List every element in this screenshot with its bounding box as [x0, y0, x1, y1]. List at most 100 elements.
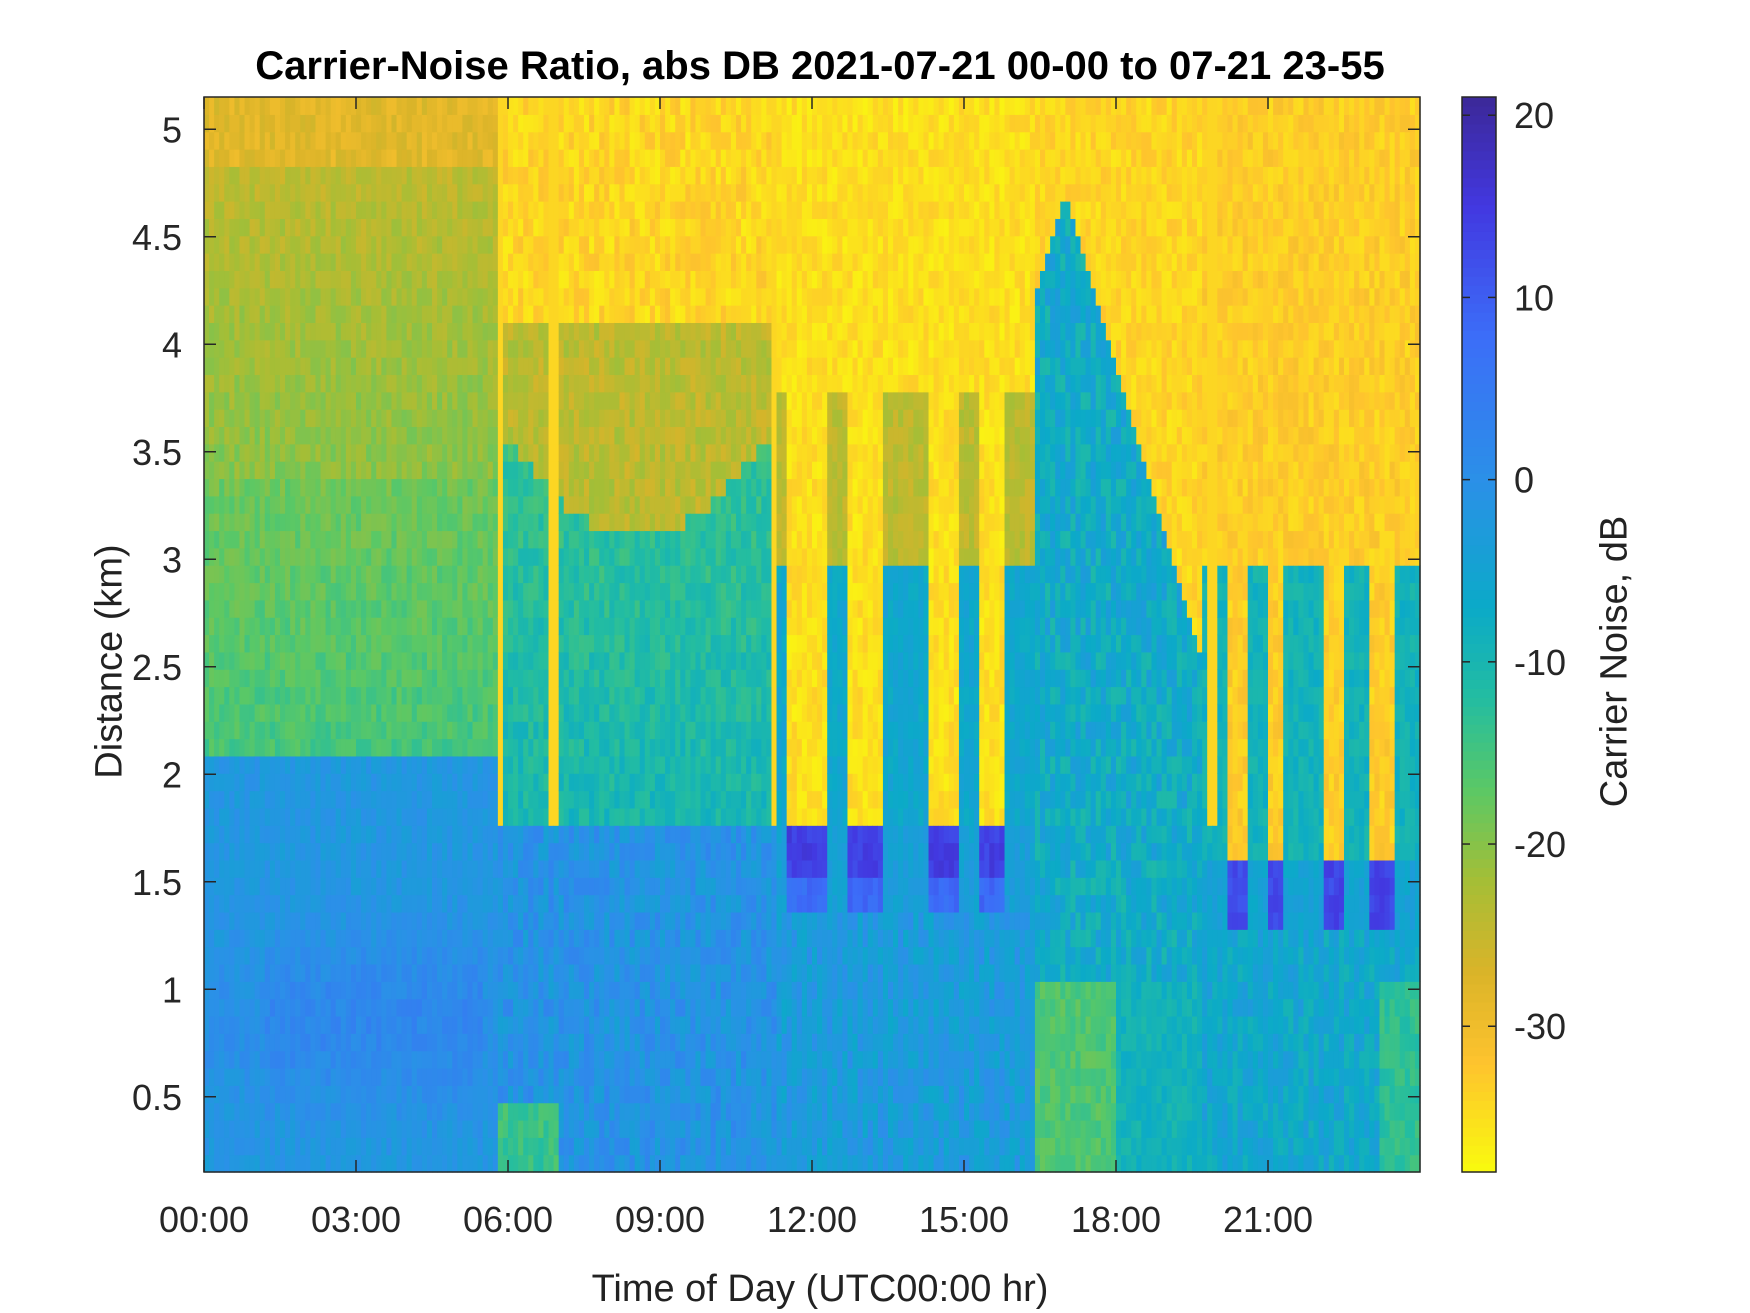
- heatmap-cell: [224, 652, 230, 670]
- heatmap-cell: [503, 1068, 509, 1086]
- heatmap-cell: [402, 97, 408, 115]
- heatmap-cell: [300, 1137, 306, 1155]
- heatmap-cell: [280, 357, 286, 375]
- heatmap-cell: [569, 1016, 575, 1034]
- heatmap-cell: [295, 565, 301, 583]
- heatmap-cell: [467, 1051, 473, 1069]
- heatmap-cell: [488, 912, 494, 930]
- heatmap-cell: [260, 756, 266, 774]
- heatmap-cell: [549, 288, 555, 306]
- heatmap-cell: [315, 825, 321, 843]
- heatmap-cell: [204, 617, 210, 635]
- heatmap-cell: [407, 704, 413, 722]
- heatmap-cell: [371, 600, 377, 618]
- heatmap-cell: [599, 374, 605, 392]
- heatmap-cell: [594, 201, 600, 219]
- heatmap-cell: [300, 1033, 306, 1051]
- heatmap-cell: [250, 236, 256, 254]
- heatmap-cell: [326, 340, 332, 358]
- heatmap-cell: [493, 1103, 499, 1121]
- heatmap-cell: [467, 478, 473, 496]
- heatmap-cell: [305, 461, 311, 479]
- heatmap-cell: [300, 1051, 306, 1069]
- heatmap-cell: [402, 687, 408, 705]
- heatmap-cell: [376, 1120, 382, 1138]
- heatmap-cell: [559, 617, 565, 635]
- heatmap-cell: [538, 340, 544, 358]
- heatmap-cell: [528, 513, 534, 531]
- heatmap-cell: [543, 496, 549, 514]
- heatmap-cell: [402, 912, 408, 930]
- heatmap-cell: [407, 270, 413, 288]
- heatmap-cell: [351, 357, 357, 375]
- heatmap-cell: [356, 617, 362, 635]
- heatmap-cell: [260, 1033, 266, 1051]
- heatmap-cell: [356, 895, 362, 913]
- heatmap-cell: [260, 218, 266, 236]
- heatmap-cell: [579, 166, 585, 184]
- heatmap-cell: [366, 669, 372, 687]
- heatmap-cell: [315, 669, 321, 687]
- heatmap-cell: [574, 669, 580, 687]
- heatmap-cell: [315, 1085, 321, 1103]
- heatmap-cell: [326, 721, 332, 739]
- heatmap-cell: [300, 825, 306, 843]
- heatmap-cell: [351, 565, 357, 583]
- heatmap-cell: [234, 548, 240, 566]
- heatmap-cell: [331, 565, 337, 583]
- heatmap-cell: [584, 132, 590, 150]
- heatmap-cell: [351, 340, 357, 358]
- heatmap-cell: [275, 1103, 281, 1121]
- heatmap-cell: [604, 288, 610, 306]
- heatmap-cell: [513, 1033, 519, 1051]
- heatmap-cell: [265, 999, 271, 1017]
- heatmap-cell: [422, 1051, 428, 1069]
- heatmap-cell: [270, 808, 276, 826]
- heatmap-cell: [554, 617, 560, 635]
- heatmap-cell: [518, 1085, 524, 1103]
- heatmap-cell: [543, 877, 549, 895]
- heatmap-cell: [467, 218, 473, 236]
- heatmap-cell: [447, 1120, 453, 1138]
- heatmap-cell: [290, 374, 296, 392]
- heatmap-cell: [310, 1016, 316, 1034]
- heatmap-cell: [260, 97, 266, 115]
- heatmap-cell: [234, 184, 240, 202]
- heatmap-cell: [356, 565, 362, 583]
- heatmap-cell: [427, 895, 433, 913]
- heatmap-cell: [285, 236, 291, 254]
- heatmap-cell: [229, 687, 235, 705]
- heatmap-cell: [371, 912, 377, 930]
- heatmap-cell: [478, 340, 484, 358]
- heatmap-cell: [214, 392, 220, 410]
- heatmap-cell: [427, 582, 433, 600]
- heatmap-cell: [280, 218, 286, 236]
- heatmap-cell: [295, 461, 301, 479]
- heatmap-cell: [402, 582, 408, 600]
- heatmap-cell: [270, 1137, 276, 1155]
- heatmap-cell: [229, 756, 235, 774]
- heatmap-cell: [513, 1085, 519, 1103]
- heatmap-cell: [270, 600, 276, 618]
- heatmap-cell: [386, 756, 392, 774]
- heatmap-cell: [234, 132, 240, 150]
- heatmap-cell: [265, 1155, 271, 1173]
- heatmap-cell: [508, 478, 514, 496]
- heatmap-cell: [574, 1068, 580, 1086]
- heatmap-cell: [533, 1016, 539, 1034]
- heatmap-cell: [366, 877, 372, 895]
- heatmap-cell: [559, 1155, 565, 1173]
- heatmap-cell: [209, 496, 215, 514]
- heatmap-cell: [346, 825, 352, 843]
- heatmap-cell: [579, 704, 585, 722]
- heatmap-cell: [533, 895, 539, 913]
- heatmap-cell: [589, 1120, 595, 1138]
- heatmap-cell: [285, 1068, 291, 1086]
- heatmap-cell: [381, 652, 387, 670]
- heatmap-cell: [488, 895, 494, 913]
- heatmap-cell: [437, 409, 443, 427]
- heatmap-cell: [609, 548, 615, 566]
- heatmap-cell: [371, 340, 377, 358]
- heatmap-cell: [305, 218, 311, 236]
- heatmap-cell: [265, 704, 271, 722]
